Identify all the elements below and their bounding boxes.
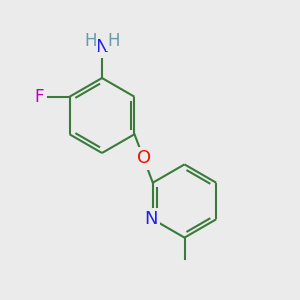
Text: H: H <box>84 32 97 50</box>
Text: F: F <box>35 88 44 106</box>
Text: O: O <box>136 149 151 167</box>
Text: N: N <box>145 210 158 228</box>
Text: H: H <box>107 32 120 50</box>
Text: N: N <box>95 38 109 56</box>
